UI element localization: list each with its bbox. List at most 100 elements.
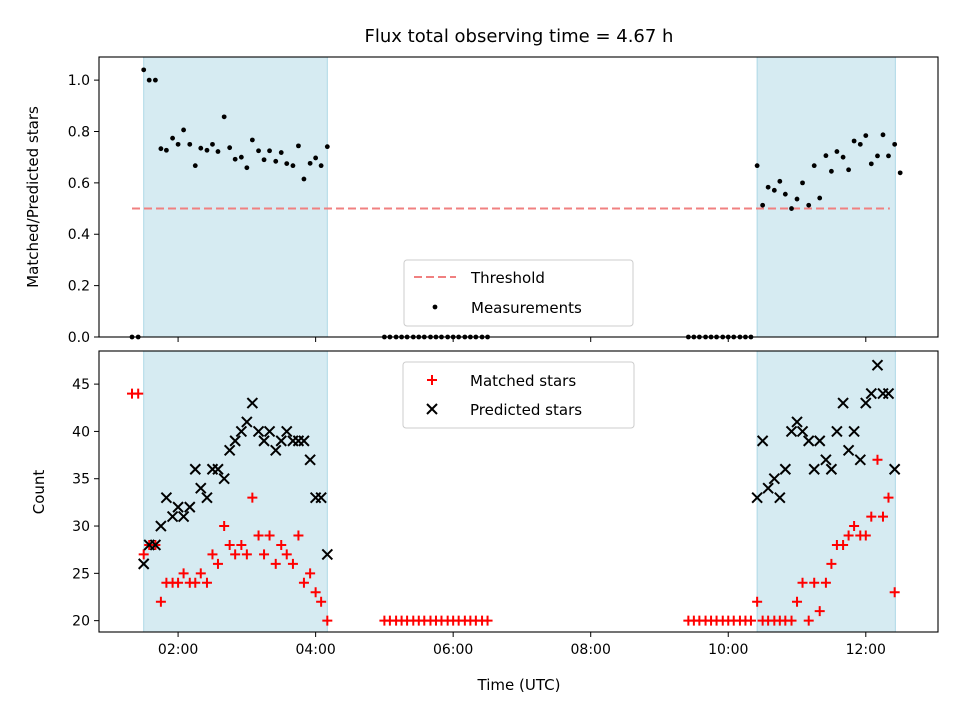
- measurement-point: [152, 77, 158, 83]
- predicted-star-point: [218, 473, 230, 485]
- measurement-point: [296, 143, 301, 149]
- predicted-star-point: [865, 387, 878, 400]
- top-ytick-label: 0.0: [68, 330, 90, 346]
- measurement-point: [238, 154, 244, 160]
- predicted-star-point: [785, 425, 798, 438]
- legend-measurements-swatch: [432, 304, 438, 310]
- legend-measurements-label: Measurements: [471, 299, 582, 317]
- measurement-point: [811, 163, 817, 169]
- predicted-star-point: [831, 425, 843, 438]
- measurement-point: [892, 141, 898, 147]
- measurement-point: [318, 163, 324, 169]
- matched-star-point: [305, 568, 316, 579]
- legend-box: [403, 259, 634, 327]
- measurement-point: [198, 145, 204, 151]
- matched-star-point: [133, 388, 144, 399]
- predicted-star-point: [814, 435, 826, 447]
- matched-star-point: [866, 511, 877, 522]
- predicted-star-point: [848, 425, 860, 438]
- measurement-point: [273, 158, 279, 164]
- measurement-point: [278, 150, 284, 155]
- bottom-xlabel: Time (UTC): [477, 676, 561, 694]
- predicted-star-point: [166, 510, 179, 523]
- predicted-star-point: [888, 463, 901, 475]
- top-ytick-label: 0.8: [68, 124, 90, 140]
- matched-star-point: [792, 596, 803, 607]
- measurement-point: [249, 137, 255, 143]
- predicted-star-point: [241, 416, 253, 428]
- measurement-point: [823, 153, 829, 159]
- measurement-point: [192, 163, 198, 169]
- bottom-ytick-label: 35: [72, 472, 90, 488]
- measurement-point: [851, 138, 857, 144]
- predicted-star-point: [871, 359, 884, 371]
- predicted-star-point: [246, 397, 259, 409]
- predicted-star-point: [155, 520, 167, 532]
- predicted-star-point: [160, 491, 173, 504]
- predicted-star-point: [321, 548, 334, 561]
- bottom-xtick-label: 08:00: [571, 642, 611, 658]
- bottom-xtick-label: 10:00: [708, 642, 748, 658]
- matched-star-point: [138, 549, 149, 560]
- measurement-point: [846, 167, 851, 173]
- matched-star-point: [224, 539, 235, 550]
- legend-matched-swatch: [427, 375, 437, 385]
- top-ytick-label: 1.0: [68, 73, 90, 89]
- matched-star-point: [298, 577, 309, 588]
- predicted-star-point: [837, 397, 849, 409]
- matched-star-point: [207, 549, 218, 560]
- predicted-star-point: [263, 425, 276, 438]
- measurement-point: [771, 187, 777, 193]
- top-ylabel: Matched/Predicted stars: [24, 106, 42, 288]
- bottom-ytick-label: 40: [72, 424, 90, 440]
- bottom-xtick-label: 06:00: [433, 642, 473, 658]
- matched-star-point: [809, 577, 820, 588]
- matched-star-point: [322, 615, 333, 626]
- matched-star-point: [236, 539, 247, 550]
- matched-star-point: [178, 568, 189, 579]
- measurement-point: [897, 170, 903, 176]
- measurement-point: [307, 160, 313, 166]
- matched-star-point: [786, 615, 797, 626]
- matched-star-point: [889, 587, 900, 598]
- top-panel: 0.0 0.2 0.4 0.6 0.8 1.0 Threshold Measurements: [68, 56, 939, 346]
- measurement-point: [187, 141, 193, 147]
- predicted-star-point: [779, 463, 792, 475]
- matched-star-point: [195, 568, 206, 579]
- chart-title: Flux total observing time = 4.67 h: [365, 26, 674, 47]
- matched-star-point: [270, 558, 281, 569]
- measurement-point: [806, 202, 812, 208]
- measurement-point: [175, 141, 181, 147]
- legend-threshold-label: Threshold: [470, 269, 545, 287]
- predicted-star-point: [149, 539, 162, 551]
- legend-predicted-swatch: [426, 403, 438, 415]
- bottom-xtick-label: 04:00: [295, 642, 335, 658]
- measurement-point: [782, 191, 788, 197]
- measurement-point: [146, 77, 152, 83]
- bottom-xtick-label: 12:00: [846, 642, 886, 658]
- measurement-point: [163, 147, 169, 153]
- predicted-star-point: [774, 491, 786, 504]
- predicted-star-point: [270, 444, 282, 457]
- predicted-star-point: [177, 510, 190, 523]
- bottom-ytick-label: 25: [72, 566, 90, 582]
- predicted-star-point: [860, 397, 872, 409]
- measurement-point: [777, 178, 783, 184]
- matched-star-point: [264, 530, 275, 541]
- matched-star-point: [293, 530, 304, 541]
- top-legend: Threshold Measurements: [403, 259, 634, 327]
- matched-star-point: [814, 606, 825, 617]
- matched-star-point: [826, 558, 837, 569]
- measurement-point: [868, 161, 874, 167]
- predicted-star-point: [842, 444, 855, 457]
- matched-star-point: [241, 549, 252, 560]
- predicted-star-point: [751, 491, 763, 504]
- predicted-star-point: [768, 473, 781, 485]
- top-ytick-label: 0.6: [68, 176, 90, 192]
- matched-star-point: [745, 615, 756, 626]
- measurement-point: [227, 145, 233, 151]
- legend-box: [402, 361, 635, 429]
- matched-star-point: [281, 549, 292, 560]
- predicted-star-point: [212, 463, 224, 475]
- measurement-point: [875, 153, 880, 159]
